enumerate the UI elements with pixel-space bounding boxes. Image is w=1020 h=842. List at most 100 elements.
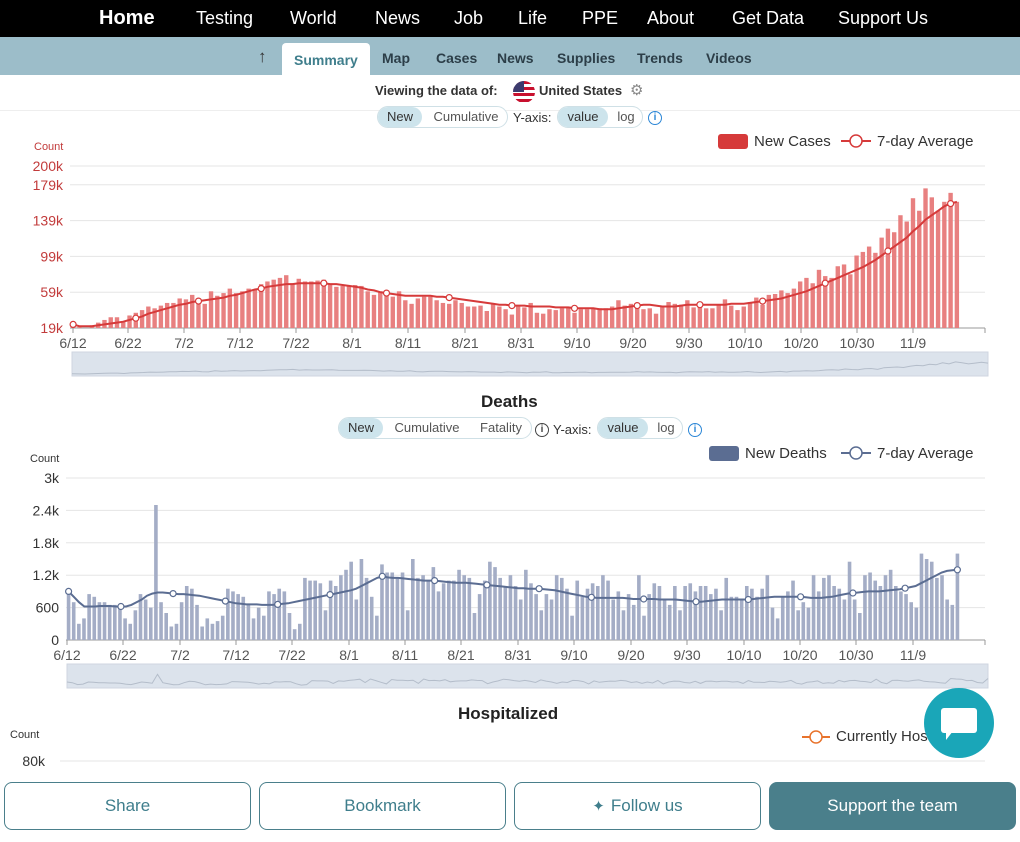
x-tick-label: 6/12 <box>59 335 86 351</box>
data-bar <box>893 586 898 640</box>
data-bar <box>666 302 671 328</box>
data-bar <box>340 285 345 328</box>
data-bar <box>898 215 903 328</box>
data-bar <box>575 580 580 640</box>
deaths-info-icon[interactable]: i <box>688 423 702 437</box>
hospitalized-legend[interactable]: Currently Hos <box>836 728 928 745</box>
nav-about[interactable]: About <box>647 8 695 28</box>
y-tick-label: 3k <box>44 470 60 486</box>
nav-get-data[interactable]: Get Data <box>732 8 805 28</box>
data-bar <box>580 596 585 640</box>
arrow-up-icon[interactable]: ↑ <box>258 47 267 66</box>
data-bar <box>770 607 775 640</box>
nav-life[interactable]: Life <box>518 8 548 28</box>
deaths-legend-avg[interactable]: 7-day Average <box>877 445 974 462</box>
y-tick-label: 1.2k <box>33 567 60 583</box>
chat-button[interactable] <box>924 688 994 758</box>
data-bar <box>352 285 358 328</box>
x-tick-label: 7/12 <box>226 335 253 351</box>
data-bar <box>660 306 665 328</box>
twitter-bird-icon: ✦ <box>592 798 605 815</box>
y-tick-label: 179k <box>33 177 64 193</box>
tab-trends[interactable]: Trends <box>637 50 683 66</box>
average-point <box>431 576 439 585</box>
data-bar <box>942 201 947 328</box>
nav-ppe[interactable]: PPE <box>582 8 619 28</box>
data-bar <box>66 594 71 640</box>
cases-legend-bars[interactable]: New Cases <box>754 133 831 150</box>
tab-summary[interactable]: Summary <box>282 43 370 75</box>
cases-cumulative-button[interactable]: Cumulative <box>433 109 499 124</box>
data-bar <box>365 291 370 328</box>
fatality-info-icon[interactable]: i <box>535 423 549 437</box>
data-bar <box>315 280 320 328</box>
tab-supplies[interactable]: Supplies <box>557 50 616 66</box>
data-bar <box>292 629 297 640</box>
data-bar <box>509 314 515 328</box>
follow-us-button[interactable]: ✦ Follow us <box>514 782 761 830</box>
support-team-button[interactable]: Support the team <box>769 782 1016 830</box>
tab-news[interactable]: News <box>497 50 534 66</box>
deaths-cumulative-button[interactable]: Cumulative <box>394 420 460 435</box>
average-point <box>194 297 203 305</box>
data-bar <box>667 604 672 640</box>
data-bar <box>888 569 893 640</box>
share-button[interactable]: Share <box>4 782 251 830</box>
data-bar <box>146 306 151 328</box>
divider <box>0 110 1020 111</box>
data-bar <box>371 294 377 328</box>
cases-info-icon[interactable]: i <box>648 111 662 125</box>
nav-home[interactable]: Home <box>99 7 155 29</box>
data-bar <box>208 291 214 328</box>
data-bar <box>868 572 872 640</box>
average-point <box>382 289 391 297</box>
tab-map[interactable]: Map <box>382 50 410 66</box>
data-bar <box>127 315 132 328</box>
data-bar <box>267 591 271 640</box>
cases-legend-avg[interactable]: 7-day Average <box>877 133 974 150</box>
data-bar <box>779 290 784 328</box>
legend-bar-swatch <box>709 446 739 461</box>
cases-value-button[interactable]: value <box>558 107 608 127</box>
data-bar <box>215 621 220 640</box>
nav-support-us[interactable]: Support Us <box>838 8 929 28</box>
nav-news[interactable]: News <box>375 8 421 28</box>
deaths-legend-bars[interactable]: New Deaths <box>745 445 827 462</box>
data-bar <box>421 575 425 640</box>
bookmark-button[interactable]: Bookmark <box>259 782 506 830</box>
average-point <box>692 598 700 606</box>
nav-testing[interactable]: Testing <box>196 8 254 28</box>
data-bar <box>515 306 521 328</box>
country-selector[interactable]: United States <box>539 83 623 98</box>
data-bar <box>935 210 941 328</box>
data-bar <box>852 599 857 640</box>
nav-job[interactable]: Job <box>454 8 484 28</box>
nav-world[interactable]: World <box>290 8 337 28</box>
gear-icon[interactable]: ⚙ <box>630 82 644 99</box>
tab-cases[interactable]: Cases <box>436 50 478 66</box>
data-bar <box>369 596 374 640</box>
data-bar <box>453 300 458 328</box>
deaths-value-button[interactable]: value <box>598 418 648 438</box>
deaths-new-button[interactable]: New <box>339 418 383 438</box>
cases-log-button[interactable]: log <box>617 109 635 124</box>
average-point <box>117 602 125 611</box>
data-bar <box>431 567 436 640</box>
data-bar <box>462 575 466 640</box>
x-tick-label: 8/21 <box>447 647 474 663</box>
data-bar <box>513 586 518 640</box>
data-bar <box>118 607 122 640</box>
deaths-log-button[interactable]: log <box>657 420 675 435</box>
data-bar <box>786 591 790 640</box>
data-bar <box>428 296 433 328</box>
average-point <box>849 589 857 597</box>
cases-new-button[interactable]: New <box>378 107 422 127</box>
data-bar <box>256 607 261 640</box>
tab-videos[interactable]: Videos <box>706 50 752 66</box>
data-bar <box>549 599 554 640</box>
data-bar <box>899 591 903 640</box>
data-bar <box>518 599 523 640</box>
data-bar <box>226 588 230 640</box>
data-bar <box>236 594 240 640</box>
deaths-fatality-button[interactable]: Fatality <box>480 420 522 435</box>
